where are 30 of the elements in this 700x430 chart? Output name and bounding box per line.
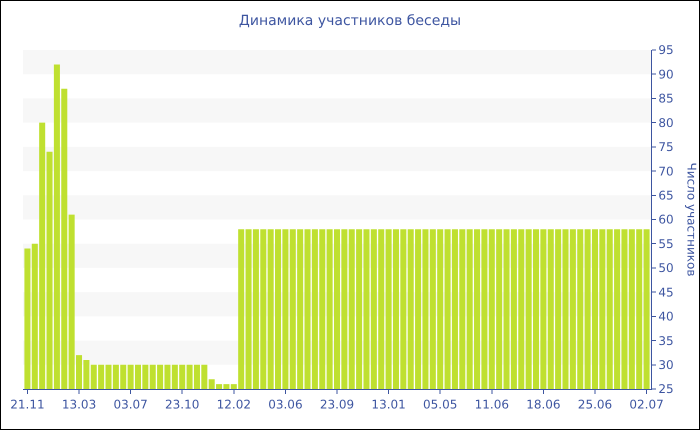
chart-title: Динамика участников беседы [238,13,462,30]
x-tick-label: 03.06 [268,397,303,412]
y-tick-label: 75 [658,140,674,154]
x-tick-label: 11.06 [474,397,509,412]
x-tick-label: 23.10 [165,397,200,412]
x-tick-label: 05.05 [423,397,458,412]
x-tick-label: 25.06 [578,397,612,412]
x-tick-label: 03.07 [113,397,148,412]
y-tick-label: 65 [658,188,674,202]
y-tick-label: 55 [658,236,674,251]
y-tick-label: 45 [658,285,674,300]
y-axis-title: Число участников [684,162,699,276]
y-tick-label: 70 [658,164,674,178]
x-tick-label: 18.06 [526,397,561,412]
x-tick-label: 12.02 [216,397,251,412]
x-tick-label: 02.07 [629,397,664,412]
y-tick-label: 85 [658,92,674,106]
y-tick-label: 40 [658,310,674,324]
y-tick-label: 25 [658,382,674,396]
y-tick-label: 80 [658,116,674,130]
y-tick-label: 90 [658,67,674,82]
x-tick-label: 21.11 [10,397,45,412]
y-tick-label: 60 [658,212,674,227]
x-tick-label: 13.03 [62,397,96,412]
y-tick-label: 95 [658,43,674,58]
y-tick-label: 50 [658,261,674,276]
x-tick-label: 23.09 [320,397,354,412]
x-tick-label: 13.01 [371,397,406,412]
y-tick-label: 35 [658,334,674,348]
y-tick-label: 30 [658,358,674,372]
